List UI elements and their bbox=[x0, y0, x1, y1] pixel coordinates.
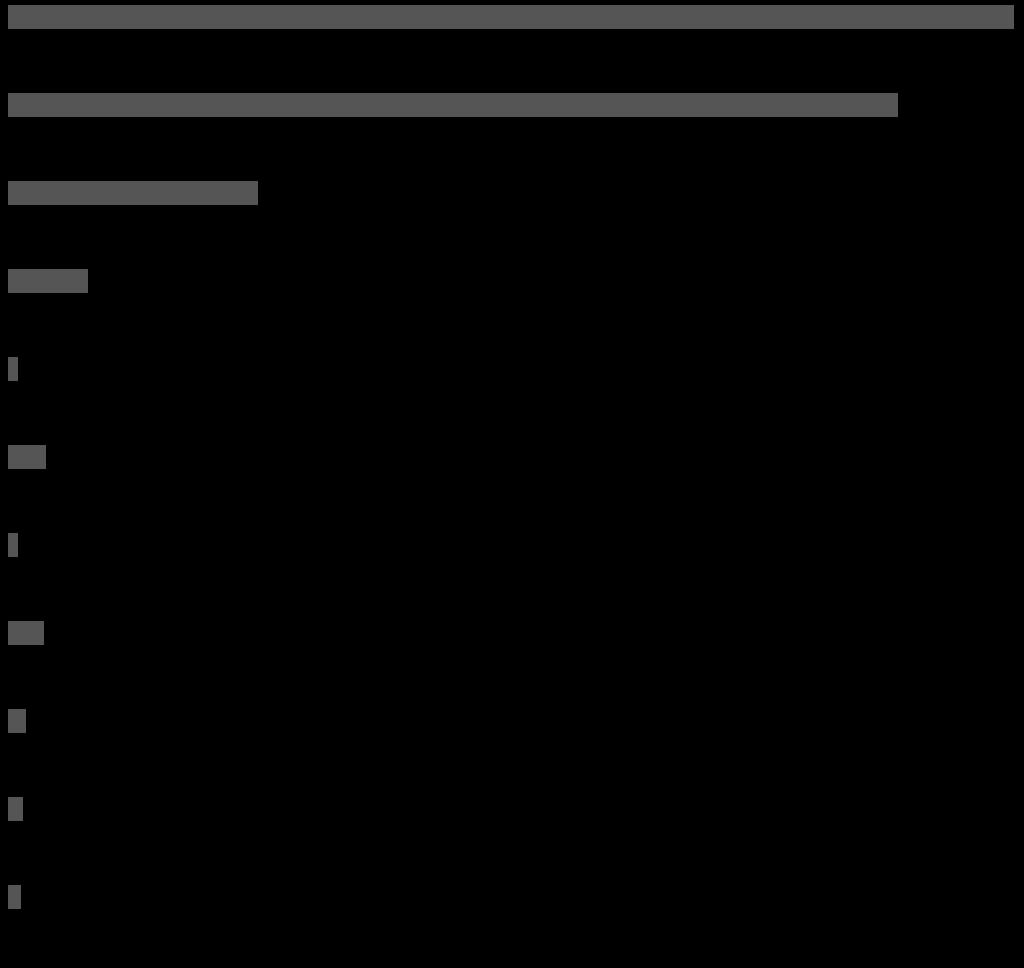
bar-4 bbox=[8, 357, 18, 381]
bar-3 bbox=[8, 269, 88, 293]
bar-8 bbox=[8, 709, 26, 733]
bar-1 bbox=[8, 93, 898, 117]
bar-chart bbox=[0, 0, 1024, 968]
bar-6 bbox=[8, 533, 18, 557]
bar-10 bbox=[8, 885, 21, 909]
bar-2 bbox=[8, 181, 258, 205]
bar-7 bbox=[8, 621, 44, 645]
bar-9 bbox=[8, 797, 23, 821]
bar-5 bbox=[8, 445, 46, 469]
bar-0 bbox=[8, 5, 1014, 29]
